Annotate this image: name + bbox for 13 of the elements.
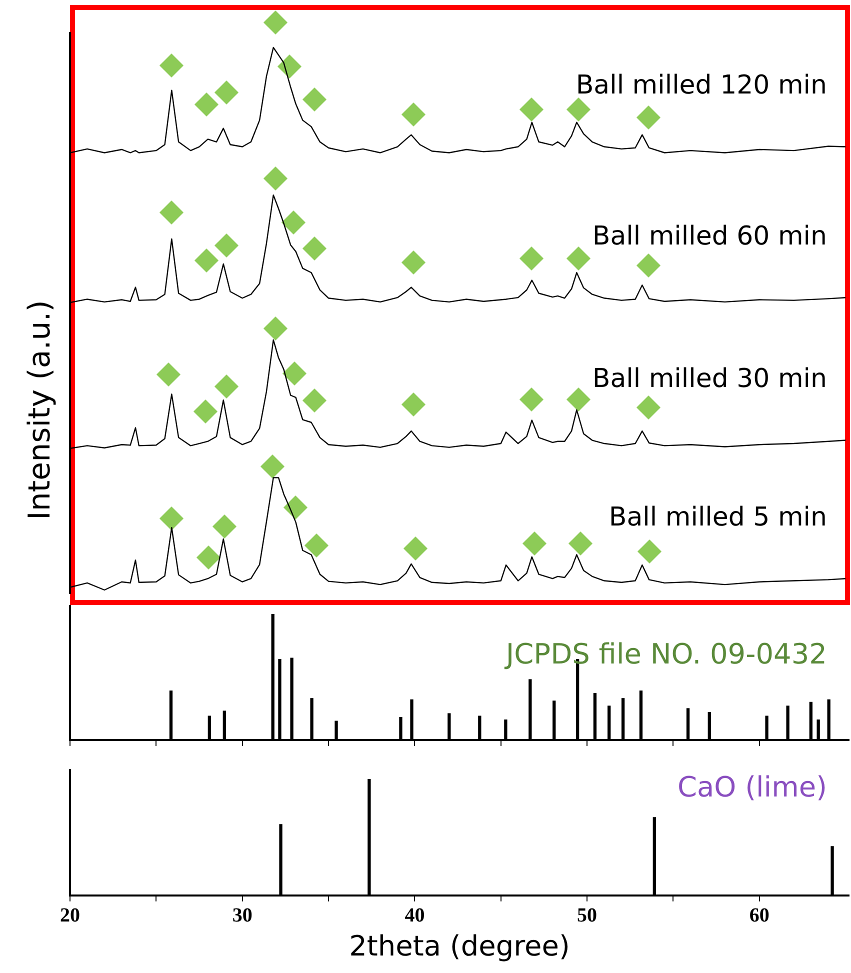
x-tick-label: 50 <box>577 904 598 927</box>
series-label: JCPDS file NO. 09-0432 <box>504 637 827 670</box>
x-tick-label: 20 <box>60 904 80 927</box>
y-axis-title: Intensity (a.u.) <box>22 300 58 520</box>
x-axis-title: 2theta (degree) <box>349 929 570 962</box>
series-label: Ball milled 30 min <box>592 364 827 394</box>
x-tick-label: 30 <box>232 904 252 927</box>
x-tick-label: 60 <box>749 904 770 927</box>
series-label: Ball milled 120 min <box>576 70 827 101</box>
x-tick-label: 40 <box>404 904 425 927</box>
series-label: CaO (lime) <box>677 770 827 804</box>
series-label: Ball milled 5 min <box>608 502 827 532</box>
series-label: Ball milled 60 min <box>592 221 827 252</box>
